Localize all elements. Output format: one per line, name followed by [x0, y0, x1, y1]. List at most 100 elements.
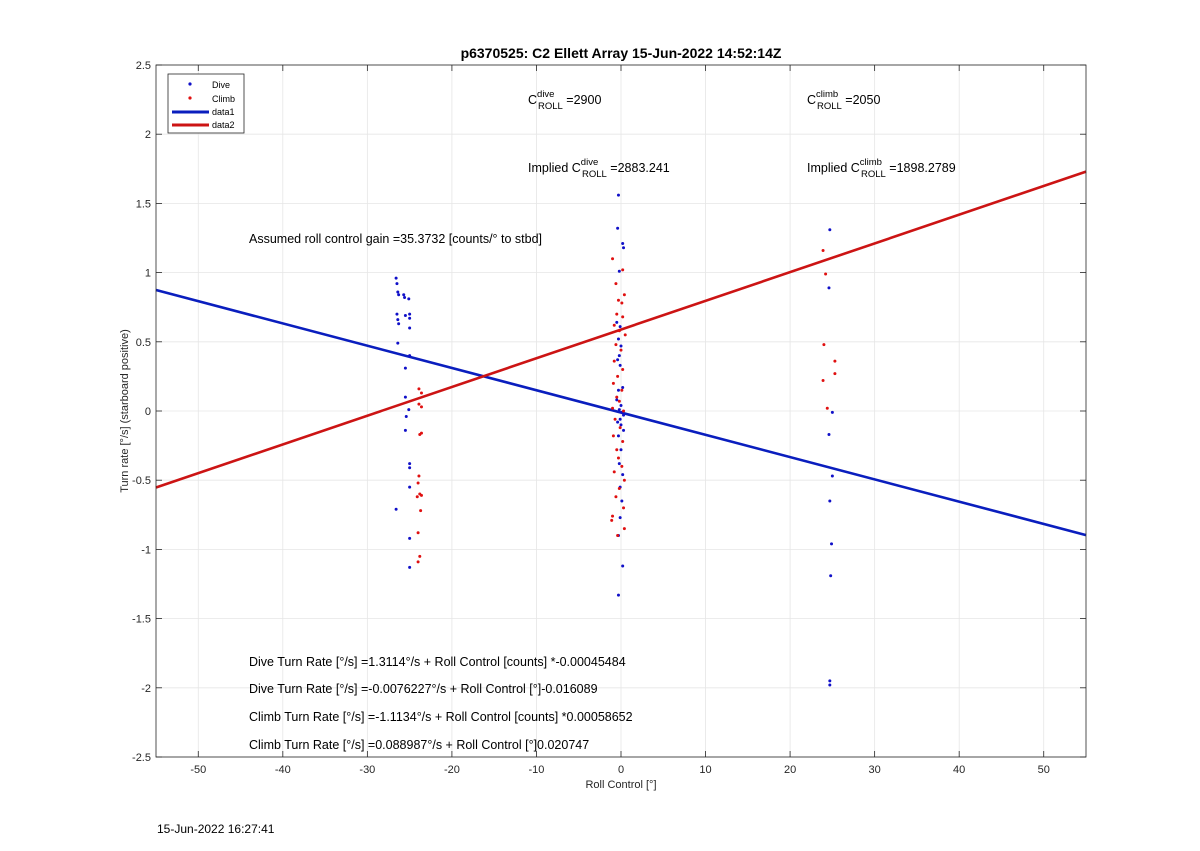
chart-title: p6370525: C2 Ellett Array 15-Jun-2022 14… [461, 45, 782, 61]
point-dive [621, 564, 625, 568]
point-climb [821, 248, 825, 252]
point-dive [620, 499, 624, 503]
point-climb [617, 487, 621, 491]
point-dive [397, 293, 401, 297]
point-climb [616, 456, 620, 460]
print-timestamp: 15-Jun-2022 16:27:41 [157, 822, 275, 836]
x-tick-label: 50 [1038, 764, 1050, 776]
point-dive [619, 448, 623, 452]
point-dive [622, 413, 626, 417]
point-climb [620, 301, 624, 305]
point-climb [417, 474, 421, 478]
implied-dive-annotation: Implied Cdive ROLL =2883.241 [528, 157, 670, 180]
data-points [394, 193, 837, 687]
y-tick-label: 1.5 [136, 198, 151, 210]
x-tick-label: 30 [869, 764, 881, 776]
point-dive [617, 462, 621, 466]
point-climb [621, 315, 625, 319]
point-dive [618, 325, 622, 329]
point-dive [403, 428, 407, 432]
y-tick-label: -1.5 [132, 614, 151, 626]
c-dive-sub: ROLL [538, 101, 563, 112]
point-dive [408, 354, 412, 358]
point-climb [621, 439, 625, 443]
x-tick-label: -10 [529, 764, 545, 776]
point-dive [408, 462, 412, 466]
point-climb [614, 282, 618, 286]
c-climb-annotation: Cclimb ROLL =2050 [807, 89, 880, 112]
legend-data2-label: data2 [212, 120, 235, 130]
legend-dive-label: Dive [212, 80, 230, 90]
point-climb [416, 481, 420, 485]
point-climb [611, 257, 615, 261]
x-axis-label: Roll Control [°] [585, 779, 656, 791]
point-dive [619, 344, 623, 348]
point-dive [403, 314, 407, 318]
point-dive [394, 276, 398, 280]
point-dive [829, 574, 833, 578]
y-axis-label: Turn rate [°/s] (starboard positive) [119, 329, 131, 493]
x-tick-label: -40 [275, 764, 291, 776]
point-dive [397, 322, 401, 326]
y-tick-label: -1 [141, 544, 151, 556]
c-climb-sub: ROLL [817, 101, 842, 112]
point-climb [419, 391, 423, 395]
point-dive [408, 326, 412, 330]
equation-1: Dive Turn Rate [°/s] =1.3114°/s + Roll C… [249, 655, 626, 669]
c-dive-sup: dive [537, 89, 554, 100]
point-dive [828, 679, 832, 683]
implied-climb-sup: climb [860, 157, 882, 168]
point-climb [419, 493, 423, 497]
point-climb [620, 388, 624, 392]
y-tick-label: 2.5 [136, 60, 151, 72]
point-climb [612, 323, 616, 327]
x-tick-label: -50 [190, 764, 206, 776]
c-dive-value: =2900 [563, 93, 602, 107]
point-dive [619, 423, 623, 427]
y-tick-label: 0 [145, 406, 151, 418]
point-climb [611, 381, 615, 385]
point-dive [828, 683, 832, 687]
point-dive [616, 337, 620, 341]
point-dive [395, 282, 399, 286]
implied-dive-sub: ROLL [582, 169, 607, 180]
point-dive [402, 293, 406, 297]
point-dive [404, 415, 408, 419]
point-dive [408, 466, 412, 470]
point-dive [616, 358, 620, 362]
point-dive [830, 410, 834, 414]
point-climb [615, 312, 619, 316]
point-dive [617, 408, 621, 412]
point-climb [618, 426, 622, 430]
point-dive [396, 290, 400, 294]
implied-dive-sup: dive [581, 157, 598, 168]
point-climb [415, 495, 419, 499]
implied-dive-value: =2883.241 [607, 161, 670, 175]
point-climb [622, 506, 626, 510]
point-dive [619, 403, 623, 407]
implied-climb-prefix: Implied C [807, 161, 860, 175]
c-climb-value: =2050 [842, 93, 881, 107]
point-dive [828, 499, 832, 503]
point-climb [622, 293, 626, 297]
equation-3: Climb Turn Rate [°/s] =-1.1134°/s + Roll… [249, 710, 633, 724]
point-climb [611, 514, 615, 518]
point-dive [618, 363, 622, 367]
point-climb [615, 448, 619, 452]
legend-dive-marker [188, 82, 192, 86]
point-climb [617, 329, 621, 333]
point-climb [833, 372, 837, 376]
x-tick-label: 0 [618, 764, 624, 776]
point-climb [416, 560, 420, 564]
point-dive [395, 312, 399, 316]
point-climb [616, 534, 620, 538]
point-climb [612, 359, 616, 363]
point-climb [619, 348, 623, 352]
point-dive [407, 297, 411, 301]
point-climb [611, 434, 615, 438]
point-dive [827, 433, 831, 437]
point-dive [408, 485, 412, 489]
point-climb [614, 495, 618, 499]
y-tick-label: 2 [145, 129, 151, 141]
point-dive [615, 320, 619, 324]
